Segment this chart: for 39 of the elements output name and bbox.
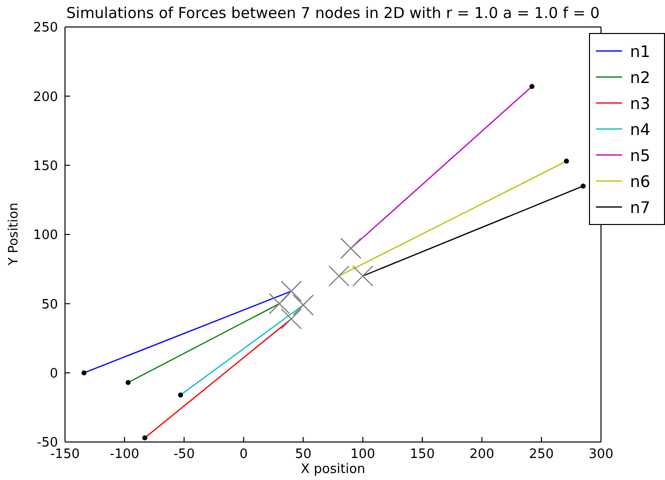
x-tick-label: -50 <box>173 447 195 462</box>
y-tick-label: 150 <box>33 158 58 174</box>
point <box>178 392 184 398</box>
y-tick-label: 0 <box>50 366 58 382</box>
point <box>328 265 350 287</box>
x-tick-label: 200 <box>469 447 494 462</box>
y-tick-label: 250 <box>33 20 58 36</box>
point <box>82 370 87 376</box>
point <box>529 84 534 89</box>
point <box>352 265 374 287</box>
point <box>126 380 131 386</box>
x-tick-label: 50 <box>294 447 312 462</box>
point <box>280 308 302 330</box>
x-tick-label: 300 <box>588 447 614 462</box>
y-tick-label: 200 <box>33 90 58 105</box>
point <box>142 435 148 440</box>
point <box>564 158 569 164</box>
legend-label: n5 <box>630 146 650 164</box>
x-tick-label: 250 <box>529 447 554 462</box>
y-tick-label: 50 <box>41 297 58 312</box>
point <box>280 280 302 302</box>
legend-label: n3 <box>630 94 650 112</box>
x-tick-label: 0 <box>240 447 248 462</box>
point <box>292 294 314 316</box>
legend-label: n2 <box>630 68 650 86</box>
legend-label: n7 <box>630 198 650 216</box>
chart-title: Simulations of Forces between 7 nodes in 2D with r = 1.0 a = 1.0 f = 0 <box>65 4 601 22</box>
legend-label: n6 <box>630 172 650 190</box>
point <box>580 184 586 189</box>
legend-label: n4 <box>630 120 650 138</box>
x-axis-title: X position <box>300 462 366 477</box>
y-axis-title: Y Position <box>6 202 22 266</box>
legend-label: n1 <box>630 42 650 60</box>
x-tick-label: 100 <box>350 447 376 462</box>
x-tick-label: 150 <box>410 447 435 462</box>
point <box>340 238 362 259</box>
point <box>268 293 290 314</box>
y-tick-label: 100 <box>33 228 58 244</box>
x-tick-label: -100 <box>110 447 140 462</box>
